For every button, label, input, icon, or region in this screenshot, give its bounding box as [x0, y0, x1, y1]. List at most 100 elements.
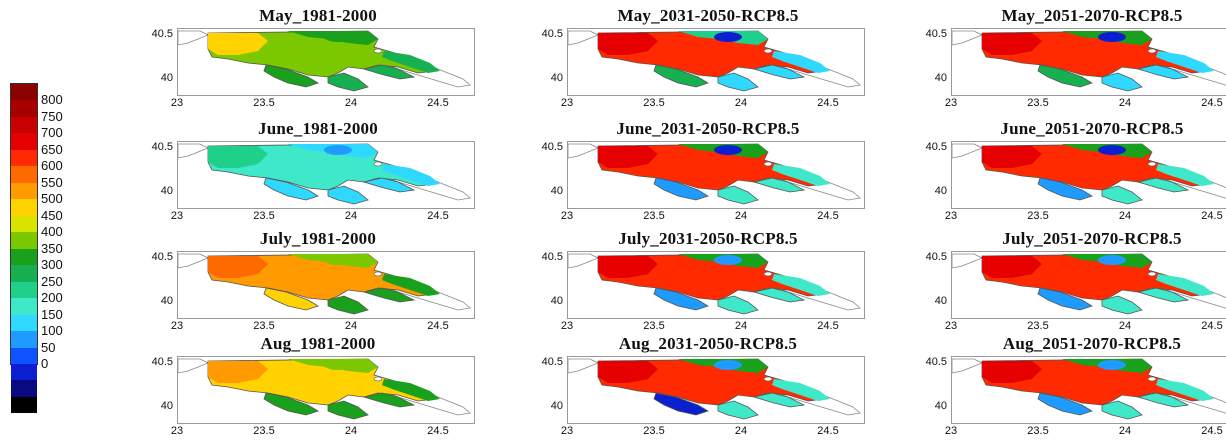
lake-icon [373, 161, 383, 167]
field-peninsula-west [263, 64, 319, 88]
x-tick-label: 23 [944, 210, 958, 222]
field-spot [324, 255, 352, 265]
legend-label: 100 [41, 323, 63, 338]
y-tick-label: 40 [550, 72, 563, 84]
y-tick-label: 40.5 [925, 141, 947, 153]
field-east-coast [382, 164, 440, 186]
legend-swatch [11, 363, 37, 381]
field-west-zone [208, 146, 268, 168]
panel-title: Aug_2031-2050-RCP8.5 [618, 334, 798, 353]
field-peninsula-middle [717, 72, 759, 92]
legend-label: 600 [41, 158, 63, 173]
legend-label: 400 [41, 224, 63, 239]
x-tick-label: 24.5 [817, 97, 839, 109]
map-field [178, 30, 471, 92]
field-east-coast [382, 379, 440, 401]
field-west-zone [982, 361, 1042, 383]
map-frame [567, 141, 865, 209]
field-peninsula-middle [1101, 185, 1143, 205]
x-tick-label: 23.5 [253, 320, 275, 332]
land-outline-west [952, 143, 983, 159]
field-spot [324, 32, 352, 42]
x-tick-label: 23 [944, 425, 958, 437]
legend-swatch [11, 396, 37, 414]
map-panel: Aug_1981-2000 40.5 40 23 23.5 24 24.5 [133, 334, 503, 440]
field-east-coast [1156, 164, 1214, 186]
x-tick-label: 24 [344, 97, 358, 109]
field-spot [714, 360, 742, 370]
field-west-zone [982, 256, 1042, 278]
legend-label: 200 [41, 290, 63, 305]
map-panel: May_1981-2000 40.5 40 23 23.5 24 24.5 [133, 6, 503, 112]
field-peninsula-middle [327, 72, 369, 92]
map-frame [951, 28, 1226, 96]
field-west-zone [208, 361, 268, 383]
y-tick-label: 40.5 [925, 28, 947, 40]
field-peninsula-east [362, 287, 416, 303]
map-frame [177, 28, 475, 96]
field-spot [1098, 360, 1126, 370]
x-tick-label: 23 [170, 425, 184, 437]
y-tick-label: 40 [550, 400, 563, 412]
field-peninsula-middle [717, 400, 759, 420]
x-tick-label: 24 [1118, 97, 1132, 109]
legend-label: 50 [41, 339, 56, 355]
lake-icon [1147, 48, 1157, 54]
x-tick-label: 24.5 [1201, 320, 1223, 332]
field-east-coast [1156, 379, 1214, 401]
lake-icon [763, 271, 773, 277]
x-tick-label: 23.5 [643, 210, 665, 222]
legend-swatch [11, 166, 37, 183]
lake-icon [373, 48, 383, 54]
map-panel: June_2051-2070-RCP8.5 40.5 40 23 23.5 24 24.5 [907, 119, 1226, 225]
field-peninsula-middle [327, 185, 369, 205]
land-outline-west [178, 358, 209, 374]
x-tick-label: 24 [734, 97, 748, 109]
field-east-coast [382, 274, 440, 296]
land-outline-west [568, 253, 599, 269]
x-tick-label: 24.5 [427, 97, 449, 109]
map-panel: June_2031-2050-RCP8.5 40.5 40 23 23.5 24 24.5 [523, 119, 893, 225]
field-peninsula-east [752, 287, 806, 303]
field-west-zone [598, 146, 658, 168]
field-peninsula-east [1136, 392, 1190, 408]
y-tick-label: 40 [934, 295, 947, 307]
y-tick-label: 40 [934, 72, 947, 84]
map-panel: July_2051-2070-RCP8.5 40.5 40 23 23.5 24 24.5 [907, 229, 1226, 335]
field-peninsula-middle [327, 295, 369, 315]
panel-title: June_2051-2070-RCP8.5 [1000, 119, 1184, 138]
y-tick-label: 40 [160, 400, 173, 412]
field-west-zone [598, 256, 658, 278]
field-spot [714, 255, 742, 265]
legend-swatch [11, 232, 37, 249]
x-tick-label: 23 [170, 320, 184, 332]
legend-swatch [11, 199, 37, 216]
x-tick-label: 24 [734, 425, 748, 437]
panel-title: Aug_2051-2070-RCP8.5 [1002, 334, 1182, 353]
legend-label: 300 [41, 257, 63, 272]
y-tick-label: 40 [550, 295, 563, 307]
x-tick-label: 23 [944, 320, 958, 332]
map-frame [567, 251, 865, 319]
field-peninsula-east [1136, 287, 1190, 303]
field-east-coast [382, 51, 440, 73]
field-peninsula-east [1136, 177, 1190, 193]
x-tick-label: 24.5 [1201, 425, 1223, 437]
map-field [178, 358, 471, 420]
y-tick-label: 40.5 [151, 356, 173, 368]
field-peninsula-middle [1101, 72, 1143, 92]
x-tick-label: 24.5 [817, 425, 839, 437]
map-panel: Aug_2051-2070-RCP8.5 40.5 40 23 23.5 24 24.5 [907, 334, 1226, 440]
field-east-coast [772, 379, 830, 401]
field-east-coast [772, 274, 830, 296]
legend-label: 0 [41, 356, 49, 371]
field-peninsula-middle [327, 400, 369, 420]
land-outline-west [952, 358, 983, 374]
field-west-zone [208, 33, 268, 55]
panel-title: July_2031-2050-RCP8.5 [618, 229, 798, 248]
field-peninsula-east [1136, 64, 1190, 80]
x-tick-label: 24.5 [427, 210, 449, 222]
land-outline-west [178, 30, 209, 46]
land-outline-west [952, 253, 983, 269]
panel-title: June_2031-2050-RCP8.5 [616, 119, 800, 138]
